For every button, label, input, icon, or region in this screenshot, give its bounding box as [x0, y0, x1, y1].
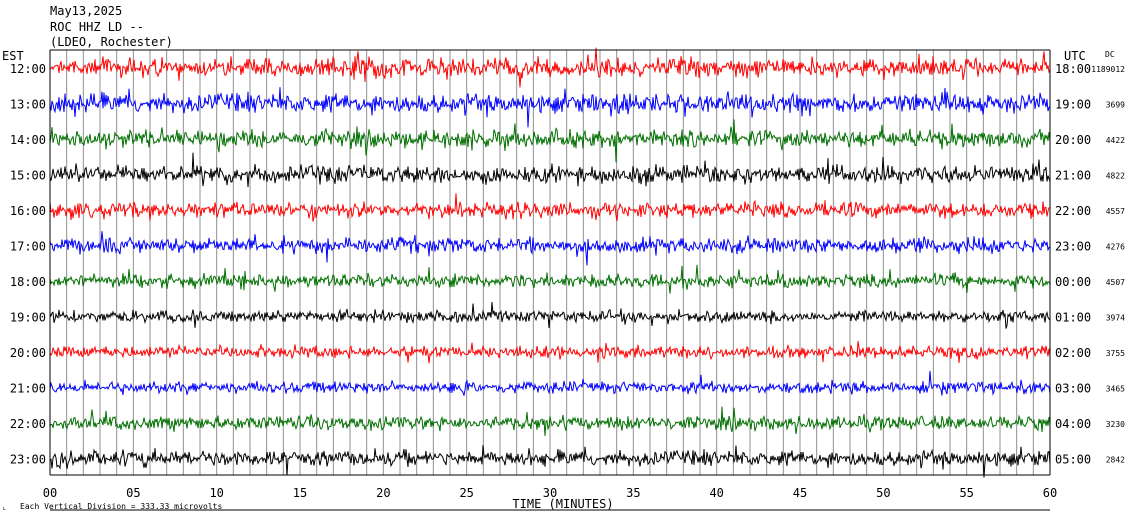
- trace-line: [49, 47, 1051, 88]
- utc-time-label: 18:00: [1055, 62, 1091, 76]
- utc-time-label: 03:00: [1055, 382, 1091, 396]
- x-tick-label: 15: [293, 486, 307, 500]
- scale-note: Each Vertical Division = 333.33 microvol…: [20, 502, 222, 511]
- utc-time-label: 20:00: [1055, 133, 1091, 147]
- network-label: (LDEO, Rochester): [50, 35, 173, 49]
- left-timezone-label: EST: [2, 49, 24, 63]
- x-tick-label: 05: [126, 486, 140, 500]
- trace-line: [49, 152, 1051, 188]
- utc-time-label: 04:00: [1055, 417, 1091, 431]
- dc-offset-label: 3230: [1106, 420, 1125, 429]
- seismic-traces: [49, 47, 1051, 478]
- dc-offset-label: 3699: [1106, 101, 1125, 110]
- x-tick-label: 60: [1043, 486, 1057, 500]
- dc-offset-label: 4557: [1106, 207, 1125, 216]
- trace-line: [49, 301, 1051, 329]
- x-tick-label: 50: [876, 486, 890, 500]
- dc-offset-label: 4507: [1106, 278, 1125, 287]
- x-tick-label: 20: [376, 486, 390, 500]
- dc-offset-label: 2842: [1106, 456, 1125, 465]
- x-tick-label: 30: [543, 486, 557, 500]
- x-tick-label: 35: [626, 486, 640, 500]
- utc-time-label: 02:00: [1055, 346, 1091, 360]
- local-time-label: 21:00: [10, 382, 46, 396]
- dc-offset-label: 3755: [1106, 349, 1125, 358]
- utc-time-label: 00:00: [1055, 275, 1091, 289]
- local-time-label: 14:00: [10, 133, 46, 147]
- dc-offset-label: 4276: [1106, 243, 1125, 252]
- x-axis-label: TIME (MINUTES): [512, 497, 613, 511]
- right-timezone-label: UTC: [1064, 49, 1086, 63]
- trace-line: [49, 406, 1051, 437]
- trace-line: [49, 264, 1051, 294]
- local-time-label: 20:00: [10, 346, 46, 360]
- local-time-label: 15:00: [10, 169, 46, 183]
- trace-line: [49, 231, 1051, 266]
- local-time-label: 16:00: [10, 204, 46, 218]
- dc-offset-label: 3974: [1106, 314, 1125, 323]
- x-tick-label: 25: [459, 486, 473, 500]
- trace-line: [49, 119, 1051, 163]
- trace-line: [49, 341, 1051, 364]
- dc-offset-label: -1189012: [1086, 65, 1125, 74]
- dc-offset-label: 3465: [1106, 385, 1125, 394]
- x-tick-label: 55: [959, 486, 973, 500]
- utc-time-label: 22:00: [1055, 204, 1091, 218]
- local-time-label: 22:00: [10, 417, 46, 431]
- local-time-label: 23:00: [10, 453, 46, 467]
- utc-time-label: 21:00: [1055, 169, 1091, 183]
- dc-header-label: DC: [1105, 50, 1115, 59]
- x-tick-label: 00: [43, 486, 57, 500]
- grid: [66, 50, 1034, 475]
- dc-offset-label: 4422: [1106, 136, 1125, 145]
- dc-offset-label: 4822: [1106, 172, 1125, 181]
- local-time-label: 12:00: [10, 62, 46, 76]
- trace-line: [49, 370, 1051, 396]
- trace-line: [49, 445, 1051, 478]
- trace-line: [49, 87, 1051, 128]
- local-time-label: 19:00: [10, 311, 46, 325]
- utc-time-label: 23:00: [1055, 240, 1091, 254]
- date-label: May13,2025: [50, 4, 122, 18]
- x-tick-label: 45: [793, 486, 807, 500]
- utc-time-label: 05:00: [1055, 453, 1091, 467]
- scale-mark-icon: ⌞: [2, 502, 7, 511]
- utc-time-label: 19:00: [1055, 98, 1091, 112]
- local-time-label: 13:00: [10, 98, 46, 112]
- trace-line: [49, 193, 1051, 222]
- utc-time-label: 01:00: [1055, 311, 1091, 325]
- x-tick-label: 10: [209, 486, 223, 500]
- local-time-label: 17:00: [10, 240, 46, 254]
- x-axis-ticks: 00 05 10 15 20 25 30 35 40 45 50 55 60: [43, 486, 1057, 500]
- station-label: ROC HHZ LD --: [50, 20, 144, 34]
- local-time-label: 18:00: [10, 275, 46, 289]
- x-tick-label: 40: [709, 486, 723, 500]
